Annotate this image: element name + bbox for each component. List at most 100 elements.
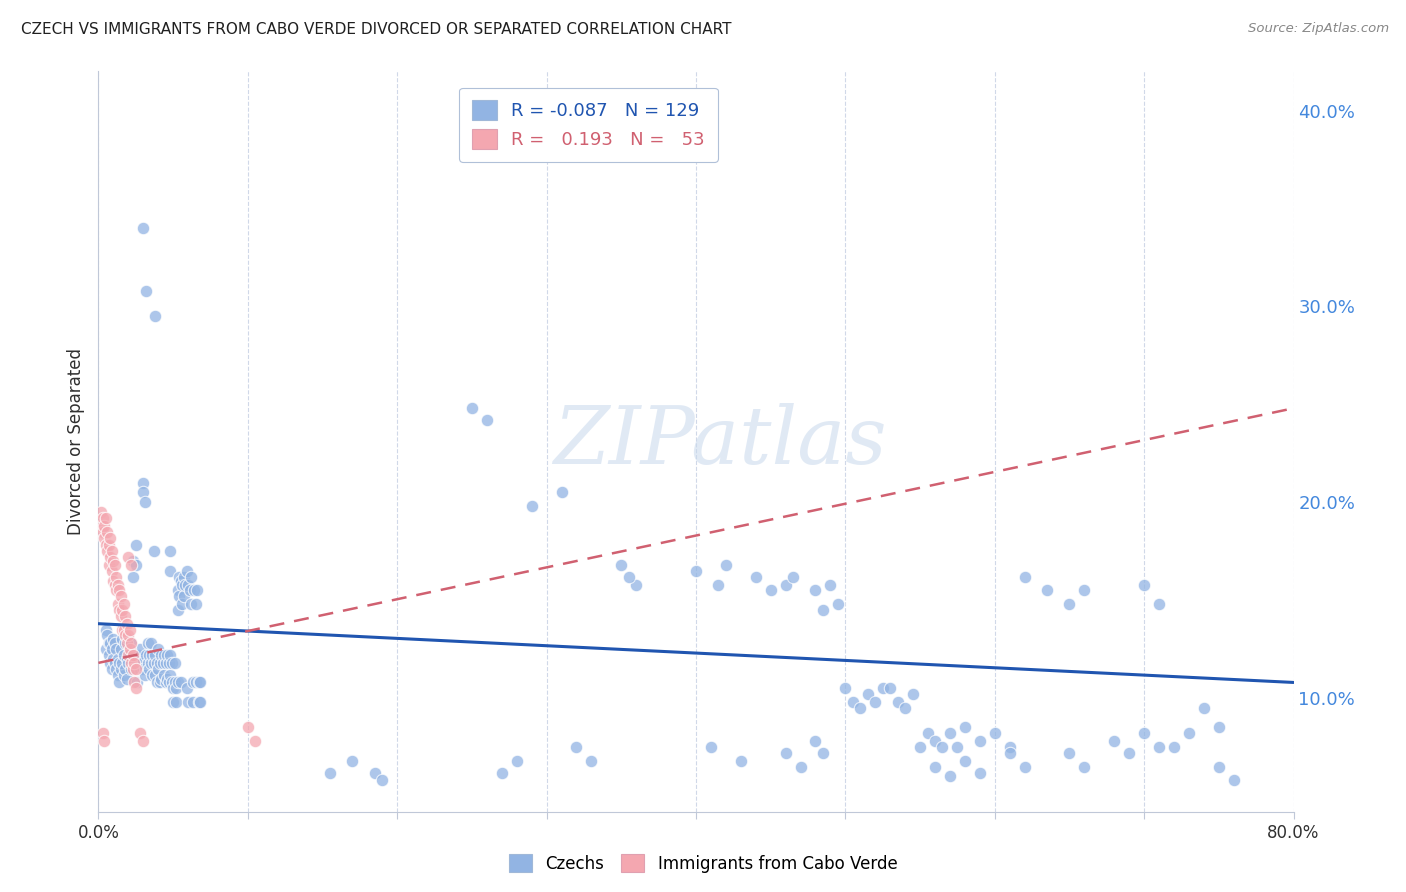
Point: [115, 616, 138, 631]
Point: [188, 675, 211, 690]
Point: [97, 636, 120, 650]
Point: [101, 564, 124, 578]
Point: [94, 538, 117, 552]
Point: [93, 518, 115, 533]
Point: [759, 583, 782, 598]
Point: [159, 564, 181, 578]
Point: [998, 746, 1021, 760]
Point: [894, 701, 917, 715]
Point: [157, 656, 180, 670]
Point: [685, 564, 707, 578]
Point: [163, 675, 186, 690]
Point: [1073, 759, 1095, 773]
Point: [120, 636, 142, 650]
Point: [145, 656, 167, 670]
Point: [1147, 597, 1170, 611]
Point: [176, 564, 198, 578]
Point: [96, 544, 118, 558]
Point: [188, 695, 211, 709]
Point: [103, 652, 125, 666]
Point: [94, 623, 117, 637]
Point: [139, 636, 162, 650]
Point: [1059, 746, 1081, 760]
Point: [93, 531, 115, 545]
Point: [108, 583, 131, 598]
Point: [110, 662, 132, 676]
Point: [138, 648, 160, 662]
Point: [371, 773, 394, 788]
Point: [166, 583, 188, 598]
Point: [136, 656, 159, 670]
Point: [865, 695, 887, 709]
Point: [138, 662, 160, 676]
Point: [111, 623, 134, 637]
Point: [117, 648, 139, 662]
Point: [165, 695, 187, 709]
Point: [128, 648, 150, 662]
Point: [148, 642, 170, 657]
Point: [1223, 773, 1246, 788]
Point: [180, 570, 202, 584]
Point: [626, 577, 648, 591]
Point: [120, 662, 142, 676]
Point: [132, 662, 155, 676]
Point: [782, 570, 804, 584]
Point: [811, 746, 834, 760]
Text: CZECH VS IMMIGRANTS FROM CABO VERDE DIVORCED OR SEPARATED CORRELATION CHART: CZECH VS IMMIGRANTS FROM CABO VERDE DIVO…: [21, 22, 731, 37]
Point: [1208, 759, 1230, 773]
Point: [101, 544, 124, 558]
Point: [107, 667, 129, 681]
Point: [187, 675, 209, 690]
Point: [157, 675, 180, 690]
Point: [98, 656, 122, 670]
Point: [121, 554, 143, 568]
Point: [125, 558, 148, 572]
Point: [125, 538, 148, 552]
Point: [132, 734, 155, 748]
Point: [107, 577, 129, 591]
Point: [112, 648, 135, 662]
Point: [115, 636, 138, 650]
Point: [550, 485, 572, 500]
Point: [129, 726, 152, 740]
Point: [565, 740, 588, 755]
Point: [91, 726, 114, 740]
Point: [105, 642, 128, 657]
Text: ZIPatlas: ZIPatlas: [553, 403, 887, 480]
Point: [183, 583, 205, 598]
Point: [98, 550, 122, 565]
Point: [969, 765, 991, 780]
Point: [121, 662, 143, 676]
Point: [879, 681, 901, 696]
Point: [707, 577, 730, 591]
Point: [163, 656, 186, 670]
Point: [115, 672, 138, 686]
Point: [342, 754, 364, 768]
Point: [506, 754, 529, 768]
Point: [125, 681, 148, 696]
Point: [834, 681, 856, 696]
Point: [114, 628, 136, 642]
Point: [998, 740, 1021, 755]
Point: [131, 656, 153, 670]
Point: [139, 656, 162, 670]
Point: [111, 603, 134, 617]
Point: [162, 681, 184, 696]
Point: [581, 754, 603, 768]
Point: [155, 675, 177, 690]
Point: [156, 672, 179, 686]
Point: [124, 675, 146, 690]
Point: [775, 746, 797, 760]
Point: [181, 675, 204, 690]
Point: [96, 628, 118, 642]
Point: [143, 667, 166, 681]
Point: [97, 558, 120, 572]
Point: [143, 309, 166, 323]
Point: [156, 648, 179, 662]
Point: [127, 675, 149, 690]
Point: [117, 550, 139, 565]
Point: [1059, 597, 1081, 611]
Point: [149, 675, 172, 690]
Point: [714, 558, 737, 572]
Point: [114, 636, 136, 650]
